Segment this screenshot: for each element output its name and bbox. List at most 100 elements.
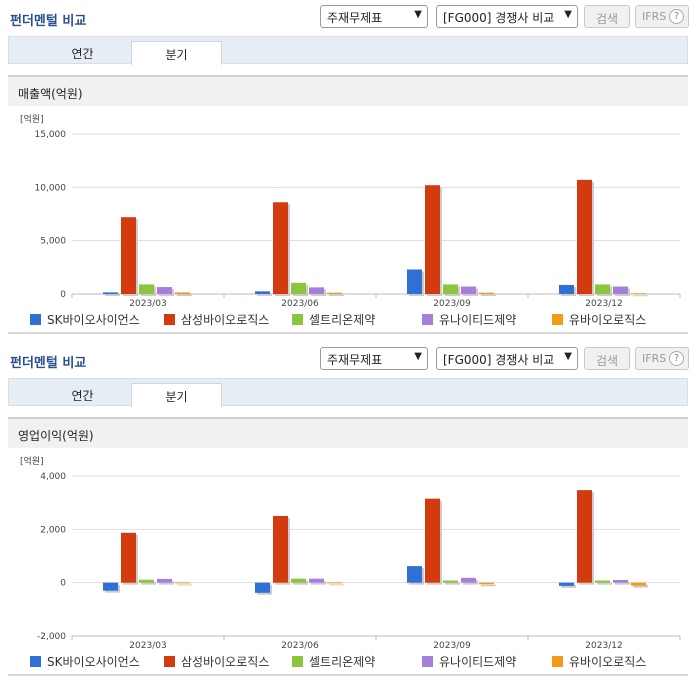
bar-shadow xyxy=(177,584,192,586)
bar-shadow xyxy=(481,584,496,587)
legend-item[interactable]: 유나이티드제약 xyxy=(422,653,516,670)
chevron-down-icon: ▼ xyxy=(414,9,422,20)
x-tick-label: 2023/12 xyxy=(585,299,622,309)
x-tick-label: 2023/06 xyxy=(281,299,319,309)
bar xyxy=(291,282,306,294)
bar xyxy=(175,582,190,584)
help-icon[interactable]: ? xyxy=(669,351,684,366)
peer-group-select[interactable]: [FG000] 경쟁사 비교 ▼ xyxy=(436,347,578,370)
legend-swatch xyxy=(422,656,433,667)
help-icon[interactable]: ? xyxy=(669,9,684,24)
section-title: 매출액(억원) xyxy=(8,75,688,106)
bar-shadow xyxy=(311,580,326,585)
legend-swatch xyxy=(292,314,303,325)
legend-swatch xyxy=(422,314,433,325)
bar xyxy=(577,490,592,583)
legend-label: 셀트리온제약 xyxy=(309,313,376,327)
legend-item[interactable]: SK바이오사이언스 xyxy=(30,653,140,670)
legend-item[interactable]: 셀트리온제약 xyxy=(292,311,375,328)
chevron-down-icon: ▼ xyxy=(564,351,572,362)
y-tick-label: 10,000 xyxy=(35,183,67,193)
y-tick-label: 4,000 xyxy=(40,472,66,482)
bar xyxy=(327,582,342,584)
legend-item[interactable]: 셀트리온제약 xyxy=(292,653,375,670)
legend-swatch xyxy=(292,656,303,667)
ifrs-label: IFRS xyxy=(642,352,667,365)
bar-shadow xyxy=(481,294,496,296)
bar xyxy=(291,578,306,583)
tab-annual[interactable]: 연간 xyxy=(71,389,94,403)
statement-type-select[interactable]: 주재무제표 ▼ xyxy=(320,5,428,28)
legend-item[interactable]: 삼성바이오로직스 xyxy=(164,653,269,670)
bar xyxy=(559,284,574,294)
chart-legend: SK바이오사이언스 삼성바이오로직스 셀트리온제약 유나이티드제약 유바이오로직스 xyxy=(30,311,680,327)
ifrs-button[interactable]: IFRS ? xyxy=(635,347,689,370)
tab-annual[interactable]: 연간 xyxy=(71,47,94,61)
bar-shadow xyxy=(633,295,648,297)
panel-title: 펀더멘털 비교 xyxy=(10,14,87,29)
tab-quarterly[interactable]: 분기 xyxy=(131,41,222,65)
bar xyxy=(577,179,592,294)
bar xyxy=(255,291,270,294)
bar-shadow xyxy=(445,582,460,585)
legend-item[interactable]: 삼성바이오로직스 xyxy=(164,311,269,328)
bar xyxy=(479,292,494,294)
legend-label: SK바이오사이언스 xyxy=(47,655,140,669)
bar-shadow xyxy=(177,294,192,296)
bar xyxy=(631,293,646,295)
legend-label: 유나이티드제약 xyxy=(439,313,517,327)
x-tick-label: 2023/09 xyxy=(433,299,471,309)
bar-shadow xyxy=(561,584,576,588)
chart-legend: SK바이오사이언스 삼성바이오로직스 셀트리온제약 유나이티드제약 유바이오로직스 xyxy=(30,653,680,669)
bar-shadow xyxy=(105,294,120,296)
legend-swatch xyxy=(30,314,41,325)
bar xyxy=(121,532,136,583)
panel-title: 펀더멘털 비교 xyxy=(10,356,87,371)
bar xyxy=(559,582,574,586)
y-tick-label: 0 xyxy=(60,579,66,589)
bar-shadow xyxy=(329,294,344,296)
revenue-chart-svg: [억원] 0 5,000 10,000 15,000 2023/03 2023/06 2023… xyxy=(20,113,681,309)
operating-income-chart-svg: [억원] -2,000 0 2,000 4,000 2023/03 2023/06 2023/… xyxy=(20,455,681,651)
legend-swatch xyxy=(164,656,175,667)
bar xyxy=(479,582,494,585)
legend-label: SK바이오사이언스 xyxy=(47,313,140,327)
fundamental-panel-operating-income: 펀더멘털 비교 주재무제표 ▼ [FG000] 경쟁사 비교 ▼ 검색 IFRS… xyxy=(0,342,696,684)
tab-quarterly[interactable]: 분기 xyxy=(131,383,222,407)
x-tick-label: 2023/03 xyxy=(129,641,166,651)
bar xyxy=(425,498,440,583)
peer-group-select[interactable]: [FG000] 경쟁사 비교 ▼ xyxy=(436,5,578,28)
statement-type-value: 주재무제표 xyxy=(327,11,383,25)
legend-swatch xyxy=(552,656,563,667)
bar-shadow xyxy=(329,584,344,586)
bar xyxy=(157,578,172,583)
search-button[interactable]: 검색 xyxy=(584,347,630,370)
search-button[interactable]: 검색 xyxy=(584,5,630,28)
legend-item[interactable]: 유나이티드제약 xyxy=(422,311,516,328)
bar-shadow xyxy=(597,582,612,585)
bar xyxy=(157,287,172,294)
bar xyxy=(327,292,342,294)
legend-swatch xyxy=(552,314,563,325)
x-tick-label: 2023/06 xyxy=(281,641,319,651)
ifrs-label: IFRS xyxy=(642,10,667,23)
section-title: 영업이익(억원) xyxy=(8,417,688,448)
statement-type-select[interactable]: 주재무제표 ▼ xyxy=(320,347,428,370)
unit-label: [억원] xyxy=(20,455,44,467)
bar xyxy=(595,284,610,294)
peer-group-value: [FG000] 경쟁사 비교 xyxy=(443,11,555,25)
bar xyxy=(461,286,476,294)
legend-label: 삼성바이오로직스 xyxy=(181,655,270,669)
bar xyxy=(425,185,440,294)
x-tick-label: 2023/12 xyxy=(585,641,622,651)
legend-label: 셀트리온제약 xyxy=(309,655,376,669)
legend-label: 유바이오로직스 xyxy=(569,655,647,669)
legend-item[interactable]: SK바이오사이언스 xyxy=(30,311,140,328)
bar xyxy=(273,202,288,294)
ifrs-button[interactable]: IFRS ? xyxy=(635,5,689,28)
unit-label: [억원] xyxy=(20,113,44,125)
divider xyxy=(8,332,688,334)
legend-item[interactable]: 유바이오로직스 xyxy=(552,653,646,670)
legend-item[interactable]: 유바이오로직스 xyxy=(552,311,646,328)
bar xyxy=(595,580,610,583)
